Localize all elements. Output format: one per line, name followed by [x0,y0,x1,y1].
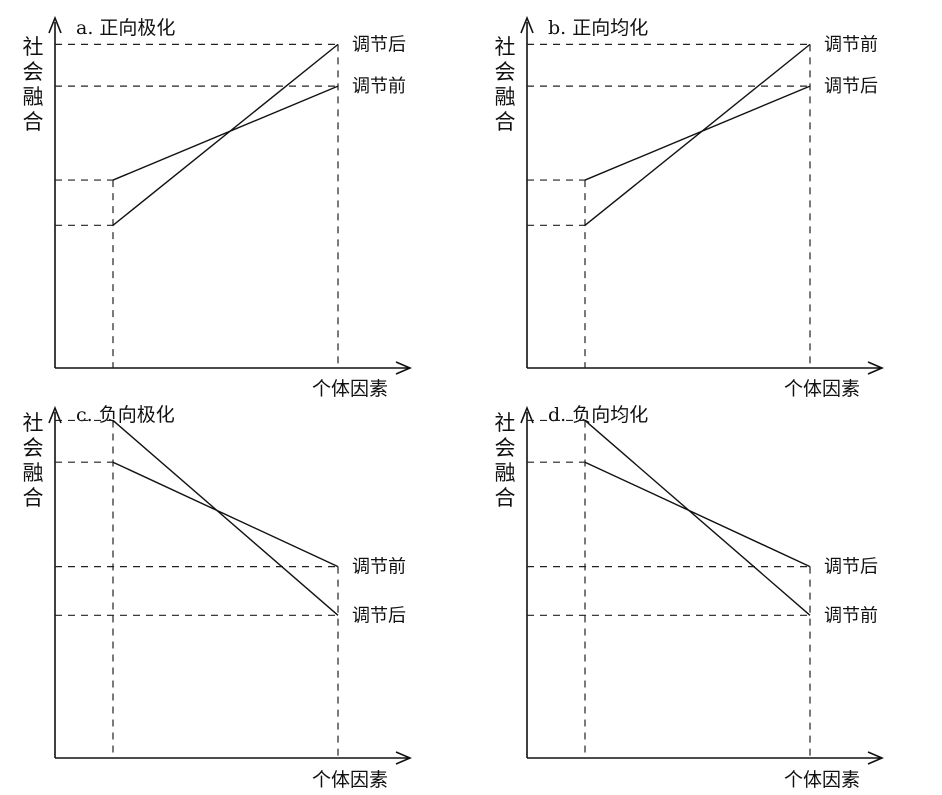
series-line [112,43,339,226]
series-line [112,419,339,616]
y-axis-label-char: 社 [23,411,44,435]
y-axis-label-char: 融 [495,461,516,485]
series-label: 调节前 [352,76,406,97]
x-axis-label: 个体因素 [312,769,388,791]
x-axis [527,361,885,375]
y-axis-label-char: 合 [495,110,516,134]
x-axis [55,751,413,765]
y-axis-label-char: 会 [23,436,44,460]
y-axis-label-char: 会 [23,60,44,84]
y-axis-label-char: 社 [495,35,516,59]
y-axis-label-char: 合 [495,486,516,510]
panel-title: c. 负向极化 [76,404,175,426]
x-axis-label: 个体因素 [784,769,860,791]
y-axis-label-char: 社 [23,35,44,59]
y-axis-label-char: 社 [495,411,516,435]
y-axis [520,405,534,758]
series-label: 调节前 [352,557,406,578]
y-axis-label-char: 融 [23,85,44,109]
series-line [112,461,339,568]
panel-title: d. 负向均化 [548,404,648,426]
y-axis [520,15,534,368]
y-axis-label: 社 会 融 合 [23,35,44,134]
panel-title: a. 正向极化 [76,17,175,39]
series-line [584,43,811,226]
panel-title: b. 正向均化 [548,17,648,39]
series-line [112,85,339,181]
y-axis-label: 社 会 融 合 [495,35,516,134]
series-line [584,461,811,568]
x-axis [55,361,413,375]
series-label: 调节后 [352,605,406,626]
series-line [584,85,811,181]
x-axis [527,751,885,765]
x-axis-label: 个体因素 [312,378,388,400]
y-axis [48,405,62,758]
series-label: 调节后 [824,76,878,97]
series-label: 调节后 [824,557,878,578]
y-axis-label: 社 会 融 合 [23,411,44,510]
y-axis-label-char: 融 [495,85,516,109]
y-axis [48,15,62,368]
x-axis-label: 个体因素 [784,378,860,400]
y-axis-label-char: 会 [495,60,516,84]
y-axis-label-char: 融 [23,461,44,485]
y-axis-label-char: 合 [23,110,44,134]
series-line [584,419,811,616]
series-label: 调节后 [352,34,406,55]
y-axis-label-char: 合 [23,486,44,510]
y-axis-label-char: 会 [495,436,516,460]
series-label: 调节前 [824,34,878,55]
series-label: 调节前 [824,605,878,626]
y-axis-label: 社 会 融 合 [495,411,516,510]
